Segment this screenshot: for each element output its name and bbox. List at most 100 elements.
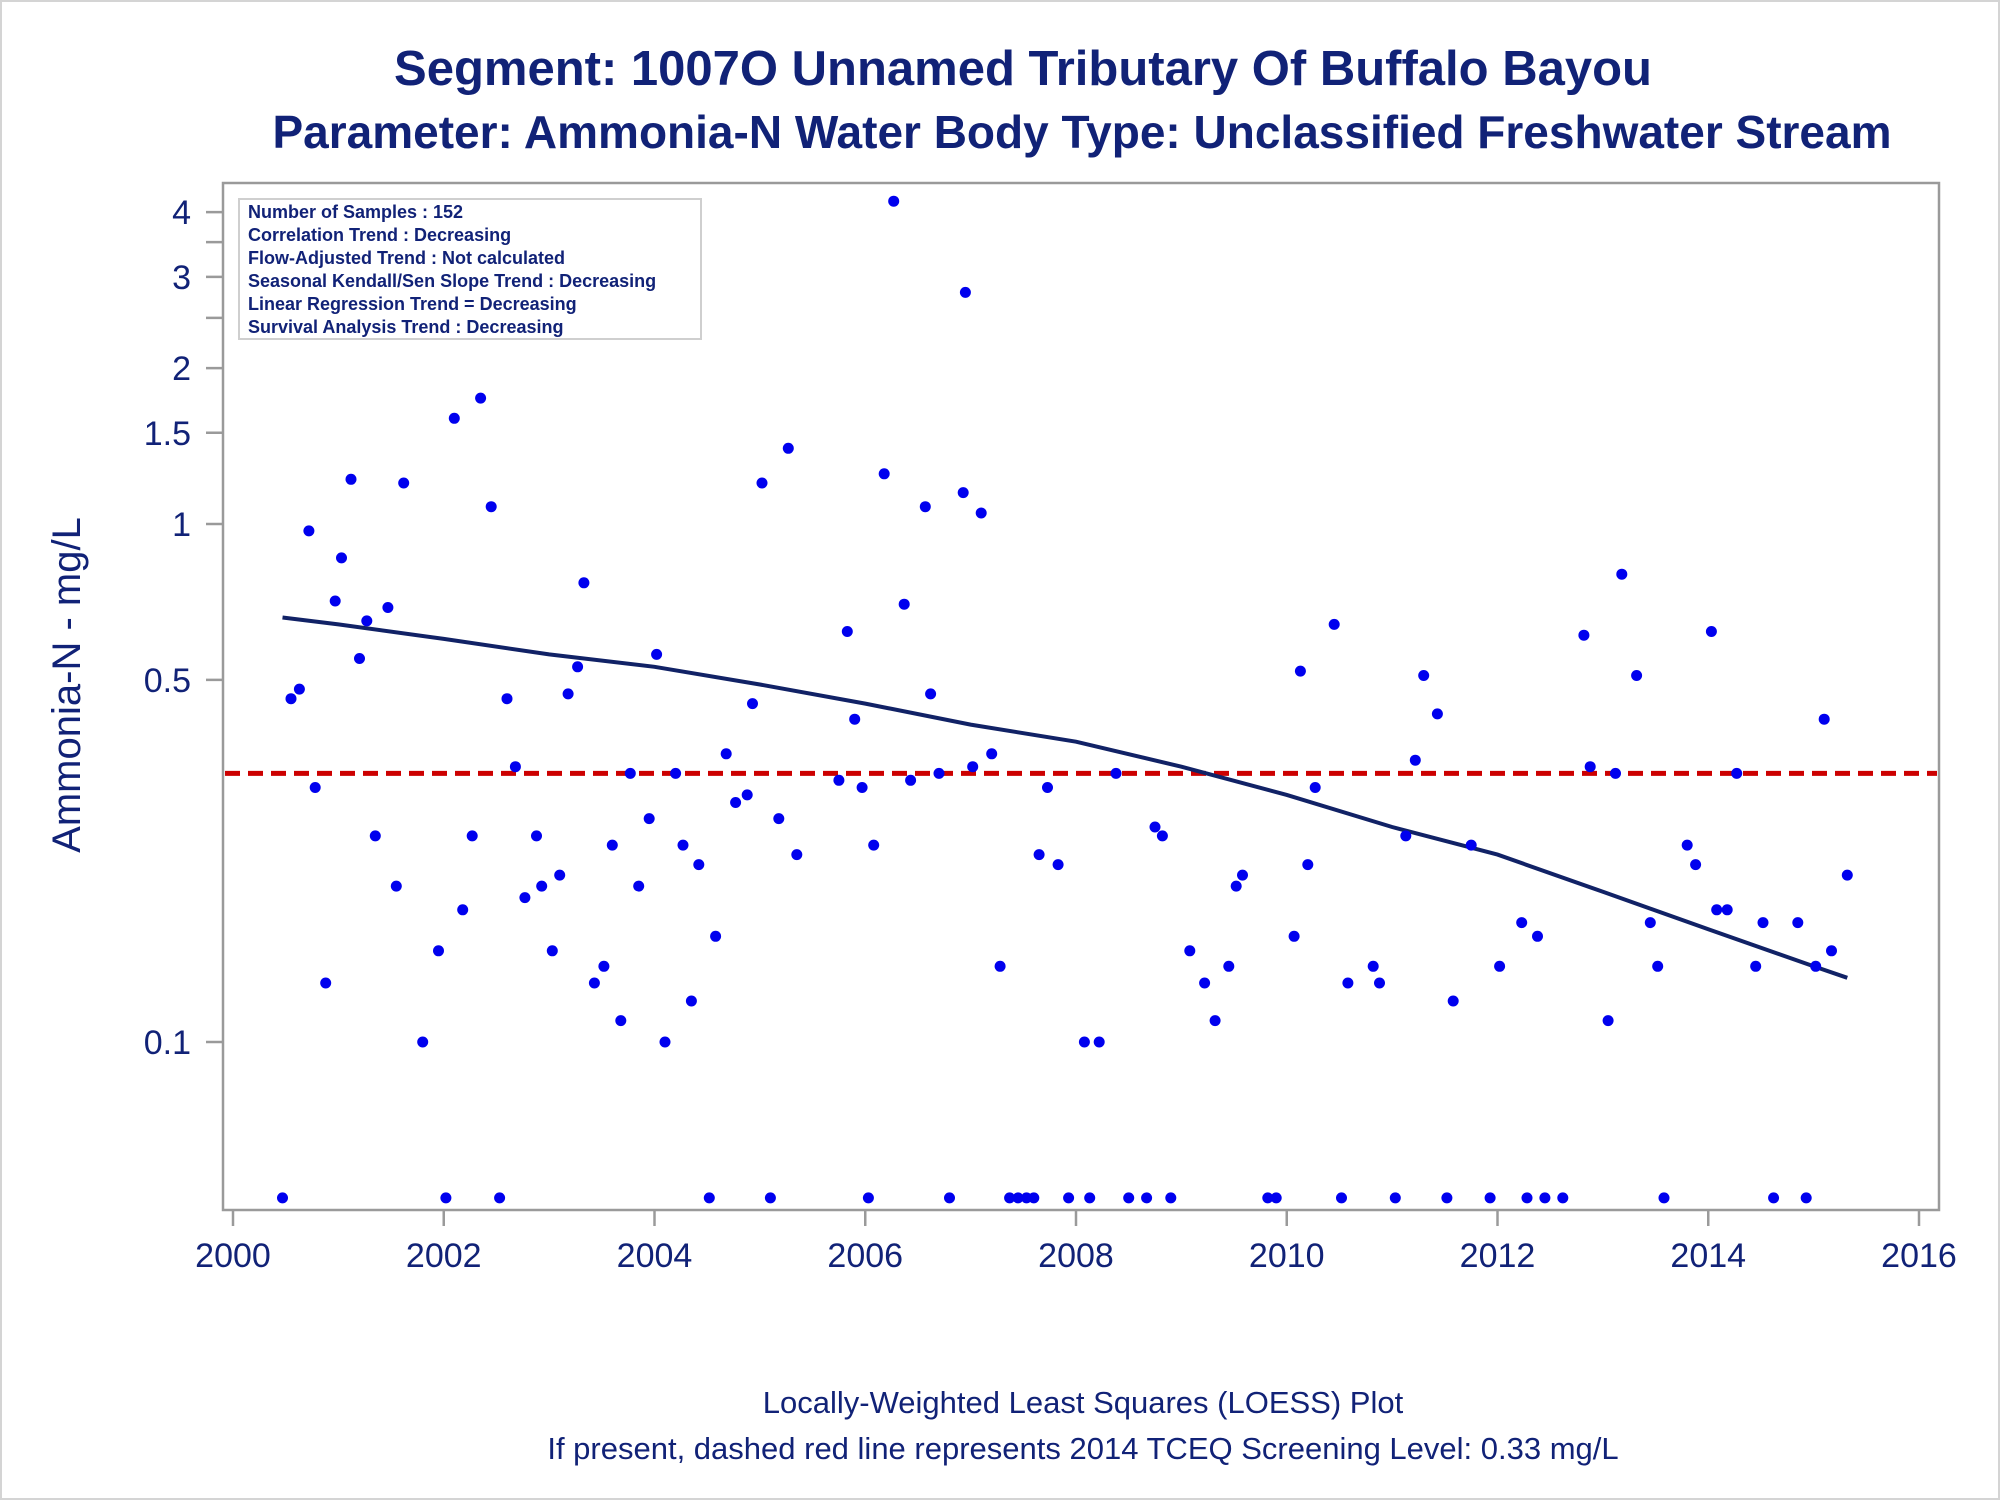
data-point [1141,1192,1153,1204]
data-point [898,598,910,610]
data-point [1063,1192,1075,1204]
data-point [1539,1192,1551,1204]
data-point [710,930,722,942]
data-point [1033,849,1045,861]
x-tick-label: 2000 [195,1237,271,1275]
data-point [494,1192,506,1204]
x-tick-label: 2010 [1249,1237,1325,1275]
data-point [1237,869,1248,881]
data-point [1644,917,1656,929]
data-point [1110,767,1122,779]
data-point [1028,1192,1040,1204]
data-point [1800,1192,1812,1204]
data-point [1631,670,1643,681]
data-point [554,869,566,881]
data-point [1262,1192,1274,1204]
data-point [1336,1192,1347,1204]
data-point [1418,670,1430,681]
stat-linear-regression-trend: Linear Regression Trend = Decreasing [248,294,577,314]
data-point [1270,1192,1282,1204]
data-point [1484,1192,1496,1204]
data-point [791,849,803,861]
data-point [862,1192,874,1204]
data-point [1012,1192,1024,1204]
stat-survival-analysis-trend: Survival Analysis Trend : Decreasing [248,317,563,337]
data-point [398,477,410,489]
data-point [959,286,971,298]
data-point [1757,917,1769,929]
data-point [878,468,890,480]
data-point [1223,960,1235,972]
data-point [693,859,705,871]
data-point [1578,629,1590,641]
data-point [1042,782,1053,793]
data-points [277,195,1853,1204]
stat-flow-adjusted-trend: Flow-Adjusted Trend : Not calculated [248,248,565,268]
data-point [1294,665,1306,677]
data-point [1288,930,1300,942]
data-point [1602,1015,1614,1027]
data-point [747,698,758,710]
data-point [1431,708,1443,720]
data-point [329,595,341,607]
data-point [309,782,321,793]
data-point [433,945,444,957]
data-point [670,767,682,779]
data-point [975,507,987,519]
data-point [868,839,880,851]
data-point [1302,859,1314,871]
data-point [1557,1192,1569,1204]
data-point [509,761,521,773]
data-point [833,774,845,786]
data-point [1084,1192,1096,1204]
data-point [345,473,357,485]
data-point [1199,977,1211,989]
data-point [1494,960,1506,972]
x-tick-label: 2002 [406,1237,482,1275]
stat-correlation-trend: Correlation Trend : Decreasing [248,225,511,245]
data-point [1149,821,1161,833]
data-point [1004,1192,1016,1204]
data-point [651,648,663,660]
data-point [1652,960,1664,972]
data-point [546,945,558,957]
data-point [741,789,753,801]
data-point [986,748,998,760]
data-point [1052,859,1064,871]
data-point [531,830,542,842]
data-point [457,904,469,916]
data-point [730,797,742,808]
data-point [1165,1192,1177,1204]
data-point [336,552,347,564]
data-point [1093,1036,1105,1048]
data-point [841,626,853,637]
data-point [1818,713,1830,725]
data-point [1721,904,1733,916]
data-point [1711,904,1723,916]
data-point [320,977,332,989]
y-tick-label: 3 [172,259,191,297]
data-point [994,960,1006,972]
data-point [1374,977,1385,989]
data-point [417,1036,429,1048]
data-point [303,525,315,537]
y-tick-label: 2 [172,350,191,388]
data-point [659,1036,671,1048]
data-point [957,487,969,499]
data-point [562,688,574,700]
data-point [1078,1036,1090,1048]
data-point [1465,839,1477,851]
y-tick-label: 1 [172,506,191,544]
data-point [1750,960,1762,972]
data-point [1792,917,1804,929]
data-point [1447,995,1459,1007]
data-point [536,880,548,892]
data-point [1516,917,1528,929]
data-point [1681,839,1693,851]
data-point [856,782,868,793]
data-point [598,960,610,972]
x-tick-label: 2016 [1881,1237,1957,1275]
stats-box: Number of Samples : 152 Correlation Tren… [238,198,702,340]
data-point [1532,930,1543,942]
loess-curve [282,615,1848,980]
